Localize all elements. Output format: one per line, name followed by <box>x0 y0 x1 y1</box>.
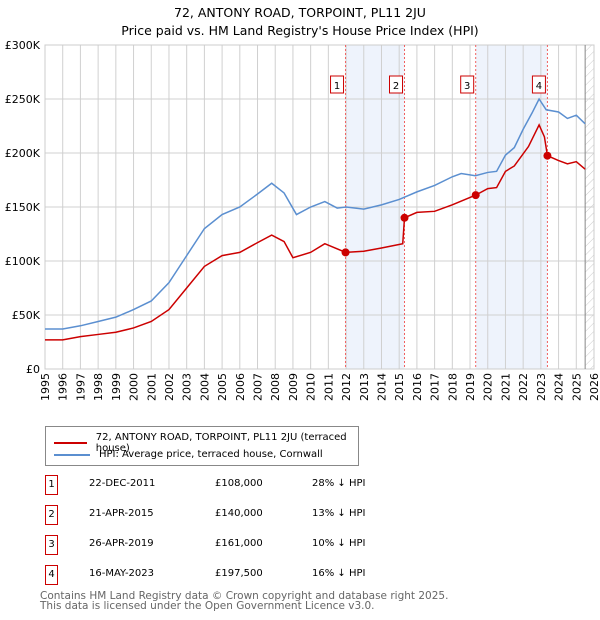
legend: 72, ANTONY ROAD, TORPOINT, PL11 2JU (ter… <box>45 426 359 466</box>
sale-date: 22-DEC-2011 <box>89 478 156 489</box>
sale-point <box>543 151 552 160</box>
x-tick-label: 2012 <box>340 373 353 401</box>
y-tick-label: £50K <box>12 309 41 322</box>
x-tick-label: 2016 <box>411 373 424 401</box>
sale-price: £161,000 <box>215 538 263 549</box>
sale-price: £108,000 <box>215 478 263 489</box>
title-line2: Price paid vs. HM Land Registry's House … <box>121 23 479 38</box>
x-tick-label: 2026 <box>588 373 600 401</box>
sale-point <box>400 213 409 222</box>
sale-row: 2 21-APR-2015 £140,000 13% ↓ HPI <box>45 505 545 525</box>
sale-label: 4 <box>536 81 542 92</box>
y-tick-label: £200K <box>5 147 41 160</box>
x-tick-label: 2011 <box>322 373 335 401</box>
sale-label-box <box>460 75 475 94</box>
x-tick-label: 2023 <box>535 373 548 401</box>
sale-row: 4 16-MAY-2023 £197,500 16% ↓ HPI <box>45 565 545 585</box>
x-tick-label: 2006 <box>234 373 247 401</box>
legend-item-property: 72, ANTONY ROAD, TORPOINT, PL11 2JU (ter… <box>54 432 358 454</box>
title-line1: 72, ANTONY ROAD, TORPOINT, PL11 2JU <box>174 5 426 20</box>
x-tick-label: 2024 <box>553 373 566 401</box>
x-tick-label: 2018 <box>446 373 459 401</box>
x-tick-label: 2020 <box>482 373 495 401</box>
legend-label: HPI: Average price, terraced house, Corn… <box>99 449 323 460</box>
y-tick-label: £0 <box>26 363 40 376</box>
x-tick-label: 2014 <box>375 373 388 401</box>
x-tick-label: 2017 <box>429 373 442 401</box>
y-tick-label: £300K <box>5 39 41 52</box>
chart-title: 72, ANTONY ROAD, TORPOINT, PL11 2JU Pric… <box>0 4 600 40</box>
x-tick-label: 2022 <box>517 373 530 401</box>
sale-point <box>341 248 350 257</box>
x-tick-label: 2008 <box>269 373 282 401</box>
price-chart: 1995 1996 1997 1998 1999 2000 2001 2002 2003 2004… <box>5 39 600 401</box>
sale-date: 16-MAY-2023 <box>89 568 155 579</box>
series-line <box>45 97 586 330</box>
footer-line1: Contains HM Land Registry data © Crown c… <box>40 590 449 602</box>
x-tick-label: 2002 <box>163 373 176 401</box>
x-tick-label: 1996 <box>57 373 70 401</box>
sale-hpi-diff: 13% ↓ HPI <box>312 508 366 519</box>
sale-marker-badge: 2 <box>45 505 58 525</box>
x-tick-label: 2019 <box>464 373 477 401</box>
sale-point <box>471 191 480 200</box>
sale-label: 2 <box>393 81 399 92</box>
x-tick-label: 2009 <box>287 373 300 401</box>
sale-label: 1 <box>334 81 340 92</box>
y-tick-label: £150K <box>5 201 41 214</box>
sale-date: 21-APR-2015 <box>89 508 154 519</box>
legend-swatch-blue <box>54 453 90 456</box>
x-tick-label: 1997 <box>74 373 87 401</box>
x-tick-label: 2001 <box>145 373 158 401</box>
x-tick-label: 1999 <box>110 373 123 401</box>
y-tick-label: £100K <box>5 255 41 268</box>
series-line <box>45 123 586 341</box>
footer: Contains HM Land Registry data © Crown c… <box>40 590 449 612</box>
plot-frame <box>44 44 595 370</box>
sale-hpi-diff: 10% ↓ HPI <box>312 538 366 549</box>
x-tick-label: 2015 <box>393 373 406 401</box>
x-tick-label: 2004 <box>198 373 211 401</box>
sale-price: £197,500 <box>215 568 263 579</box>
legend-item-hpi: HPI: Average price, terraced house, Corn… <box>54 449 323 460</box>
x-tick-label: 2021 <box>499 373 512 401</box>
sale-marker-badge: 1 <box>45 475 58 495</box>
legend-swatch-red <box>54 442 87 444</box>
x-tick-label: 2025 <box>570 373 583 401</box>
sale-date: 26-APR-2019 <box>89 538 154 549</box>
sale-label: 3 <box>464 81 470 92</box>
sale-row: 3 26-APR-2019 £161,000 10% ↓ HPI <box>45 535 545 555</box>
x-tick-label: 2005 <box>216 373 229 401</box>
x-tick-label: 2010 <box>305 373 318 401</box>
x-tick-label: 2007 <box>252 373 265 401</box>
sale-row: 1 22-DEC-2011 £108,000 28% ↓ HPI <box>45 475 545 495</box>
sale-marker-badge: 4 <box>45 565 58 585</box>
x-tick-label: 1995 <box>39 373 52 401</box>
x-tick-label: 2003 <box>181 373 194 401</box>
x-tick-label: 2013 <box>358 373 371 401</box>
sale-hpi-diff: 28% ↓ HPI <box>312 478 366 489</box>
sale-label-box <box>389 75 404 94</box>
footer-line2: This data is licensed under the Open Gov… <box>40 600 375 612</box>
sale-label-box <box>531 75 546 94</box>
sale-marker-badge: 3 <box>45 535 58 555</box>
x-tick-label: 2000 <box>128 373 141 401</box>
legend-label: 72, ANTONY ROAD, TORPOINT, PL11 2JU (ter… <box>95 432 347 454</box>
sale-label-box <box>330 75 345 94</box>
x-tick-label: 1998 <box>92 373 105 401</box>
sale-hpi-diff: 16% ↓ HPI <box>312 568 366 579</box>
sale-price: £140,000 <box>215 508 263 519</box>
y-tick-label: £250K <box>5 93 41 106</box>
